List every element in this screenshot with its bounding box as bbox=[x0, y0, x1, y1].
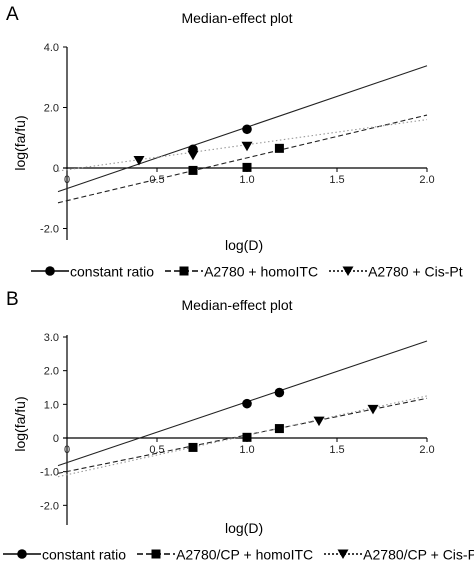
panel-a-series-2-point bbox=[133, 155, 145, 166]
panel-b-x-tick-label: 1.0 bbox=[239, 444, 254, 456]
panel-b-legend: constant ratio A2780/CP + homoITC A2780/CP… bbox=[0, 545, 474, 567]
panel-b-series-0-point bbox=[274, 387, 285, 398]
panel-a-x-tick-label: 2.0 bbox=[419, 174, 434, 186]
panel-b-legend-symbol-1 bbox=[137, 549, 176, 559]
panel-b-y-tick-label: 1.0 bbox=[44, 399, 59, 411]
panel-a-legend-label-2: A2780 + Cis-Pt bbox=[368, 263, 463, 280]
panel-a-series-1-point bbox=[274, 143, 284, 153]
panel-b-legend-marker-2 bbox=[337, 549, 349, 560]
panel-b-legend-label-0: constant ratio bbox=[42, 546, 127, 563]
panel-a-series-1-point bbox=[242, 162, 252, 172]
panel-b-series-2-point bbox=[313, 416, 325, 427]
panel-b-y-tick-label: 2.0 bbox=[44, 366, 59, 378]
panel-a-legend-label-1: A2780 + homoITC bbox=[204, 263, 319, 280]
panel-a-x-axis-label: log(D) bbox=[225, 237, 264, 253]
panel-a-series-1-point bbox=[188, 165, 198, 175]
panel-a-series-0-point bbox=[242, 124, 252, 135]
panel-a-x-tick-label: 1.5 bbox=[329, 174, 344, 186]
panel-b-series-1-point bbox=[188, 442, 198, 452]
panel-b-series-1-point bbox=[242, 432, 252, 442]
panel-b-x-tick-label: 1.5 bbox=[329, 444, 344, 456]
panel-b-letter: B bbox=[6, 289, 19, 310]
panel-a-y-tick-label: 0 bbox=[53, 163, 59, 175]
panel-a-y-tick-label: 2.0 bbox=[44, 103, 59, 115]
panel-b-x-tick-label: 0.5 bbox=[149, 444, 164, 456]
panel-b-y-tick-label: -2.0 bbox=[40, 500, 59, 512]
panel-b-legend-item-0: constant ratio bbox=[2, 545, 126, 562]
panel-a-x-tick-label: 0 bbox=[64, 174, 70, 186]
panel-a-legend-marker-0 bbox=[45, 266, 55, 277]
panel-a-legend-item-2: A2780 + Cis-Pt bbox=[328, 262, 463, 279]
panel-a-legend-marker-2 bbox=[342, 266, 354, 277]
panel-b-x-tick-label: 0 bbox=[64, 444, 70, 456]
panel-b-legend-marker-0 bbox=[17, 549, 27, 560]
panel-a-legend-symbol-1 bbox=[165, 266, 204, 276]
panel-a-legend: constant ratio A2780 + homoITC A2780 + Cis… bbox=[0, 262, 474, 284]
panel-a-legend-item-1: A2780 + homoITC bbox=[164, 262, 318, 279]
panel-a-series-1-fit-line bbox=[57, 114, 428, 204]
panel-a-series-2-point bbox=[187, 150, 199, 161]
panel-b-x-axis-label: log(D) bbox=[225, 520, 264, 536]
panel-a-legend-label-0: constant ratio bbox=[70, 263, 155, 280]
panel-a-legend-item-0: constant ratio bbox=[30, 262, 154, 279]
panel-b-y-tick-label: 3.0 bbox=[44, 332, 59, 344]
panel-b-legend-symbol-2 bbox=[324, 549, 363, 560]
panel-a-series-2-point bbox=[241, 141, 253, 152]
panel-a-x-tick-label: 1.0 bbox=[239, 174, 254, 186]
panel-b-legend-label-1: A2780/CP + homoITC bbox=[176, 546, 314, 563]
panel-a-y-tick-label: 4.0 bbox=[44, 42, 59, 54]
panel-b-legend-symbol-0 bbox=[3, 549, 41, 560]
panel-b-legend-marker-1 bbox=[151, 549, 161, 559]
panel-b-x-tick-label: 2.0 bbox=[419, 444, 434, 456]
panel-b-legend-label-2: A2780/CP + Cis-Pt bbox=[363, 546, 474, 563]
panel-a-legend-symbol-2 bbox=[329, 266, 368, 277]
panel-b-series-0-point bbox=[242, 398, 252, 409]
panel-b-legend-item-2: A2780/CP + Cis-Pt bbox=[323, 545, 474, 562]
panel-a-legend-symbol-0 bbox=[31, 266, 69, 277]
panel-a-legend-marker-1 bbox=[179, 266, 189, 276]
panel-b-y-tick-label: 0 bbox=[53, 433, 59, 445]
panel-b-y-tick-label: -1.0 bbox=[40, 467, 59, 479]
panel-a-letter: A bbox=[6, 4, 19, 25]
panel-a-title: Median-effect plot bbox=[181, 10, 293, 26]
panel-a-y-tick-label: -2.0 bbox=[40, 224, 59, 236]
panel-b-series-1-point bbox=[274, 424, 284, 434]
panel-b-legend-item-1: A2780/CP + homoITC bbox=[136, 545, 313, 562]
panel-a-x-tick-label: 0.5 bbox=[149, 174, 164, 186]
panel-b-series-2-point bbox=[367, 404, 379, 415]
panel-b-title: Median-effect plot bbox=[181, 297, 293, 313]
